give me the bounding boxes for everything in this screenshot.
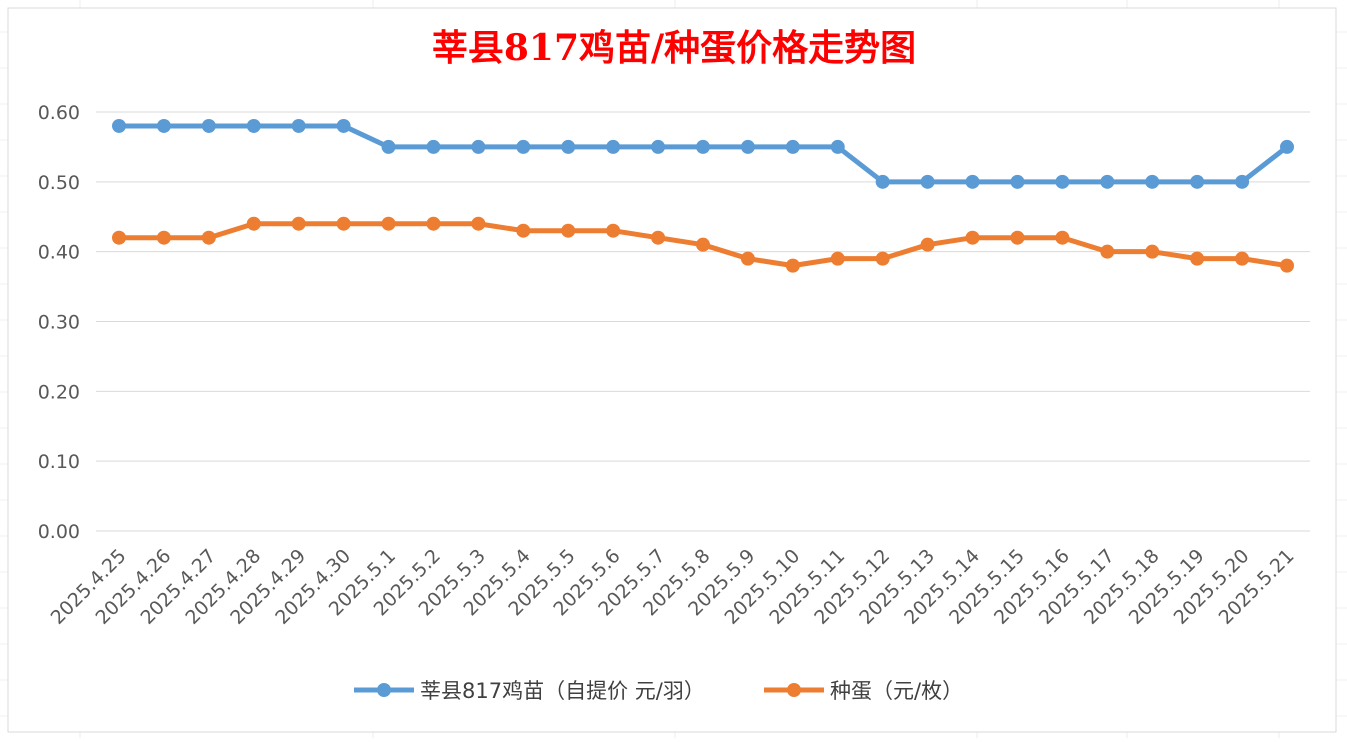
data-point-series-1 — [291, 216, 306, 231]
y-axis-ticks: 0.00 0.10 0.20 0.30 0.40 0.50 0.60 — [38, 102, 80, 543]
data-point-series-0 — [1100, 174, 1115, 189]
data-point-series-0 — [606, 139, 621, 154]
data-point-series-1 — [965, 230, 980, 245]
data-point-series-1 — [336, 216, 351, 231]
data-point-series-1 — [1280, 258, 1294, 273]
legend-label-egg: 种蛋（元/枚） — [830, 679, 963, 703]
data-point-series-1 — [1145, 244, 1160, 259]
legend-swatch-dot-egg — [787, 683, 801, 697]
data-point-series-1 — [471, 216, 486, 231]
data-point-series-0 — [561, 139, 576, 154]
data-point-series-1 — [1100, 244, 1115, 259]
data-point-series-1 — [381, 216, 396, 231]
data-point-series-1 — [156, 230, 171, 245]
data-point-series-0 — [1235, 174, 1250, 189]
data-point-series-1 — [516, 223, 531, 238]
series-points — [112, 118, 1294, 273]
data-point-series-1 — [246, 216, 261, 231]
data-point-series-0 — [201, 118, 216, 133]
data-point-series-0 — [471, 139, 486, 154]
data-point-series-1 — [696, 237, 710, 252]
legend-label-chick: 莘县817鸡苗（自提价 元/羽） — [420, 679, 705, 703]
data-point-series-1 — [112, 230, 126, 245]
y-tick-label: 0.00 — [38, 521, 80, 543]
data-point-series-0 — [1055, 174, 1070, 189]
data-point-series-0 — [156, 118, 171, 133]
data-point-series-0 — [920, 174, 935, 189]
data-point-series-0 — [426, 139, 441, 154]
legend-swatch-dot-chick — [377, 683, 391, 697]
y-tick-label: 0.40 — [38, 242, 80, 264]
data-point-series-0 — [112, 118, 126, 133]
data-point-series-1 — [740, 251, 755, 266]
data-point-series-0 — [1280, 139, 1294, 154]
y-tick-label: 0.50 — [38, 172, 80, 194]
data-point-series-1 — [920, 237, 935, 252]
data-point-series-1 — [201, 230, 216, 245]
y-tick-label: 0.10 — [38, 451, 80, 473]
y-tick-label: 0.60 — [38, 102, 80, 124]
data-point-series-0 — [336, 118, 351, 133]
data-point-series-1 — [875, 251, 890, 266]
data-point-series-1 — [606, 223, 621, 238]
data-point-series-1 — [561, 223, 576, 238]
data-point-series-0 — [1190, 174, 1205, 189]
chart-title: 莘县817鸡苗/种蛋价格走势图 — [432, 27, 916, 69]
data-point-series-0 — [830, 139, 845, 154]
data-point-series-0 — [651, 139, 666, 154]
data-point-series-0 — [291, 118, 306, 133]
data-point-series-0 — [740, 139, 755, 154]
data-point-series-1 — [830, 251, 845, 266]
data-point-series-1 — [426, 216, 441, 231]
data-point-series-1 — [785, 258, 800, 273]
data-point-series-1 — [1190, 251, 1205, 266]
data-point-series-0 — [965, 174, 980, 189]
data-point-series-0 — [381, 139, 396, 154]
data-point-series-1 — [1055, 230, 1070, 245]
data-point-series-1 — [1010, 230, 1025, 245]
y-tick-label: 0.20 — [38, 381, 80, 403]
data-point-series-1 — [651, 230, 666, 245]
y-tick-label: 0.30 — [38, 312, 80, 334]
data-point-series-0 — [785, 139, 800, 154]
data-point-series-0 — [1145, 174, 1160, 189]
data-point-series-0 — [246, 118, 261, 133]
data-point-series-0 — [1010, 174, 1025, 189]
data-point-series-0 — [516, 139, 531, 154]
data-point-series-0 — [696, 139, 710, 154]
data-point-series-0 — [875, 174, 890, 189]
chart-area-border — [7, 7, 1337, 733]
data-point-series-1 — [1235, 251, 1250, 266]
legend: 莘县817鸡苗（自提价 元/羽） 种蛋（元/枚） — [354, 679, 963, 703]
